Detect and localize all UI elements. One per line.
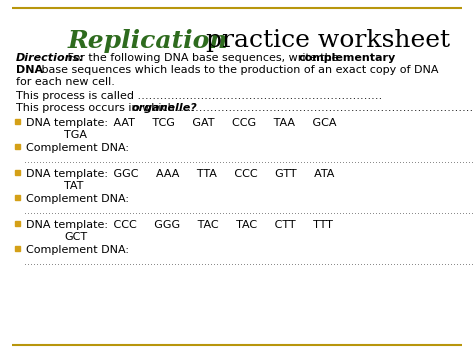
Text: TGA: TGA [64,130,87,140]
Text: DNA template:: DNA template: [26,220,108,230]
Text: …………………………………………………………………………: ………………………………………………………………………… [173,103,474,113]
Bar [15,221,20,226]
Text: Complement DNA:: Complement DNA: [26,245,129,255]
Bar [15,195,20,200]
Text: This process is called …………………………………………………………: This process is called ……………………………………………… [16,91,382,101]
Bar [15,144,20,149]
Text: GCT: GCT [64,232,87,242]
Text: ……………………………………………………………………………………………………………………………………………………: …………………………………………………………………………………………………………… [24,156,474,165]
Text: complementary: complementary [299,53,396,63]
Bar [15,170,20,175]
Text: CCC     GGG     TAC     TAC     CTT     TTT: CCC GGG TAC TAC CTT TTT [96,220,333,230]
Text: Complement DNA:: Complement DNA: [26,194,129,204]
Text: organelle?: organelle? [132,103,198,113]
Text: ……………………………………………………………………………………………………………………………………………………: …………………………………………………………………………………………………………… [24,258,474,267]
Text: Replication: Replication [68,29,228,53]
Text: Complement DNA:: Complement DNA: [26,143,129,153]
Text: for each new cell.: for each new cell. [16,77,115,87]
Text: ……………………………………………………………………………………………………………………………………………………: …………………………………………………………………………………………………………… [24,207,474,216]
Text: For the following DNA base sequences, write the: For the following DNA base sequences, wr… [64,53,342,63]
Text: Directions:: Directions: [16,53,85,63]
Text: DNA template:: DNA template: [26,169,108,179]
Bar [15,246,20,251]
Text: AAT     TCG     GAT     CCG     TAA     GCA: AAT TCG GAT CCG TAA GCA [96,118,337,128]
Text: TAT: TAT [64,181,83,191]
Text: DNA template:: DNA template: [26,118,108,128]
Text: GGC     AAA     TTA     CCC     GTT     ATA: GGC AAA TTA CCC GTT ATA [96,169,334,179]
Text: practice worksheet: practice worksheet [198,29,450,52]
Text: This process occurs in which: This process occurs in which [16,103,178,113]
Text: DNA: DNA [16,65,43,75]
Text: base sequences which leads to the production of an exact copy of DNA: base sequences which leads to the produc… [38,65,438,75]
Bar [15,119,20,124]
